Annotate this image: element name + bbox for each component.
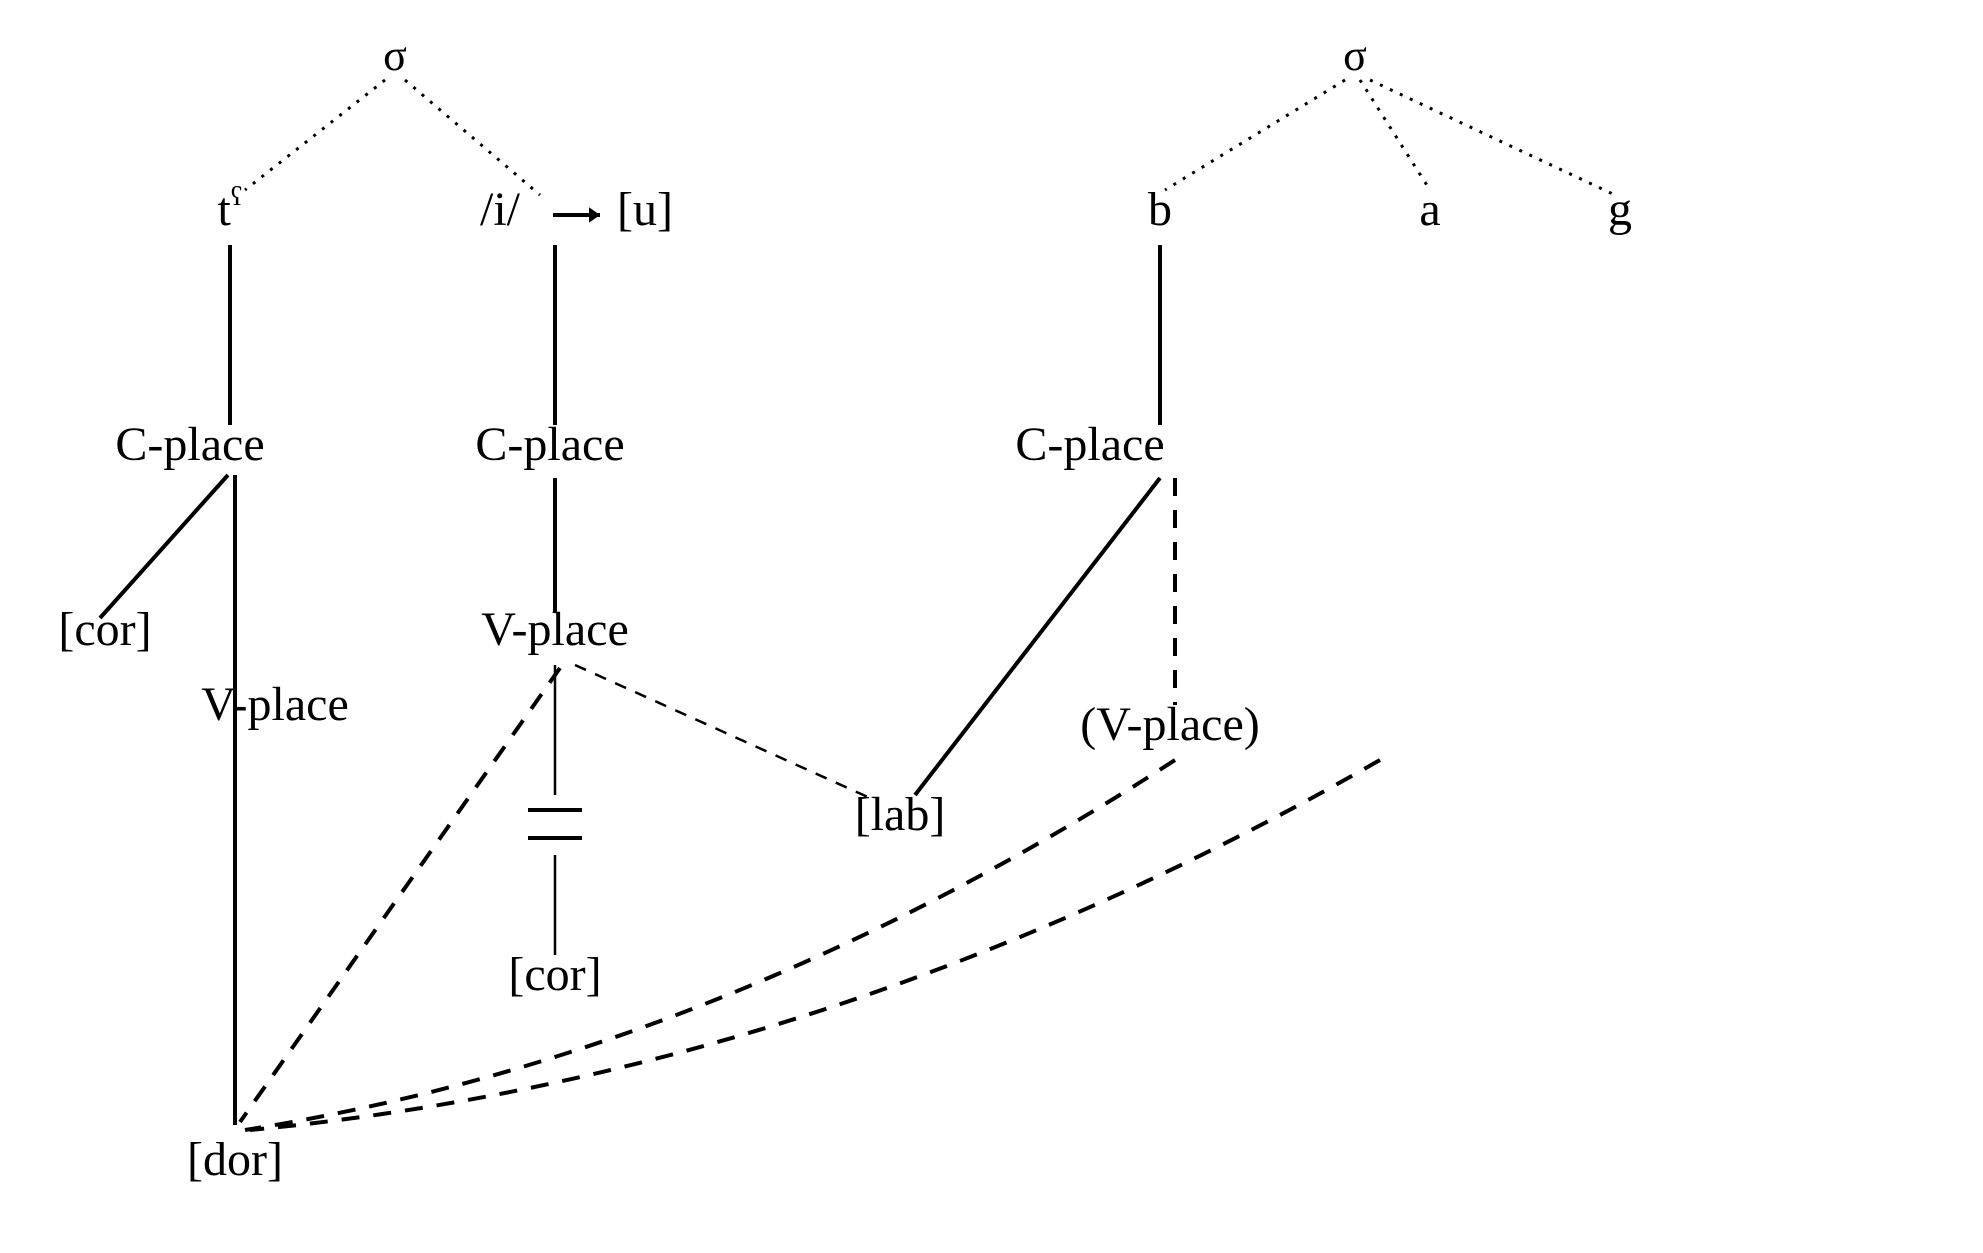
edge-sigma2-b <box>1165 80 1345 190</box>
edges-layer <box>100 80 1615 1130</box>
node-u: [u] <box>617 183 673 236</box>
node-cplace3: C-place <box>1015 418 1164 471</box>
node-vplace2: V-place <box>481 603 629 656</box>
node-b: b <box>1148 183 1172 236</box>
node-cor1: [cor] <box>58 603 151 656</box>
arrow-glyph <box>553 207 600 222</box>
node-vplace3: (V-place) <box>1080 698 1259 751</box>
node-lab: [lab] <box>855 788 946 841</box>
node-sigma2: σ <box>1343 31 1367 80</box>
node-a: a <box>1419 183 1440 236</box>
edge-sigma1-t <box>245 80 385 190</box>
node-dor: [dor] <box>187 1133 283 1186</box>
edge-vplace3-dor-arc1 <box>245 760 1175 1130</box>
delink-marker <box>528 810 582 838</box>
node-sigma1: σ <box>383 31 407 80</box>
edge-sigma1-i <box>405 80 540 195</box>
edge-sigma2-g <box>1370 80 1615 195</box>
edge-vplace2-dor <box>240 668 560 1122</box>
node-t: tʕ <box>218 182 243 236</box>
node-i: /i/ <box>480 183 521 236</box>
edge-cplace1-cor1 <box>100 475 228 618</box>
edge-vplace3-dor-arc2 <box>250 760 1380 1130</box>
labels-layer: σ σ tʕ/i/ [u] b a g C-place C-place C-place [cor] V… <box>58 31 1632 1186</box>
node-cor2: [cor] <box>508 948 601 1001</box>
node-vplace1: V-place <box>201 678 349 731</box>
feature-geometry-diagram: σ σ tʕ/i/ [u] b a g C-place C-place C-place [cor] V… <box>0 0 1983 1253</box>
node-cplace1: C-place <box>115 418 264 471</box>
edge-sigma2-a <box>1360 80 1430 190</box>
node-g: g <box>1608 183 1632 236</box>
node-cplace2: C-place <box>475 418 624 471</box>
edge-vplace2-lab <box>575 665 870 798</box>
